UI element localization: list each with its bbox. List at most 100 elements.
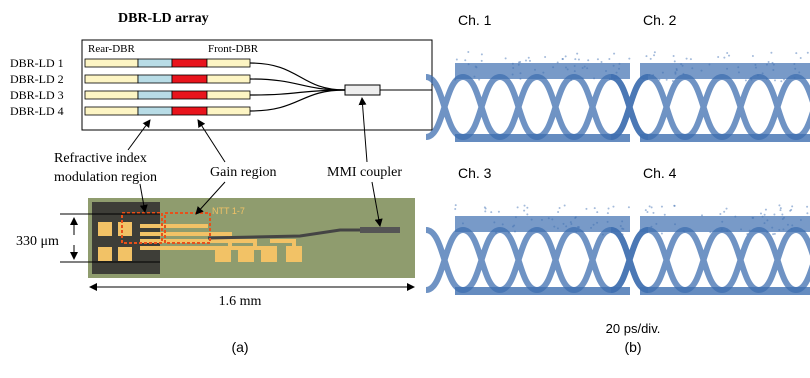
eye-band [455, 287, 630, 295]
noise [666, 79, 668, 81]
eye-trace [611, 77, 648, 137]
channel-label: Ch. 4 [643, 165, 677, 181]
noise [517, 206, 519, 208]
noise [585, 208, 587, 210]
noise [664, 214, 666, 216]
noise [781, 214, 783, 216]
caption-a: (a) [231, 339, 248, 355]
noise [745, 79, 747, 81]
noise [752, 55, 754, 57]
eye-trace [537, 230, 574, 290]
schematic: DBR-LD array Rear-DBR Front-DBR DBR-LD 1… [10, 11, 432, 130]
noise [612, 206, 614, 208]
eye-trace [722, 230, 759, 290]
noise [646, 211, 648, 213]
array-title: DBR-LD array [118, 11, 209, 26]
laser-section [85, 75, 138, 83]
eye-band [640, 63, 810, 79]
eye-trace [722, 77, 759, 137]
noise [661, 206, 663, 208]
eye-trace [796, 77, 810, 137]
noise [652, 212, 654, 214]
eye-trace [463, 77, 500, 137]
noise [608, 58, 610, 60]
noise [524, 205, 526, 207]
noise [528, 57, 530, 59]
laser-section [85, 59, 138, 67]
noise [578, 59, 580, 61]
noise [498, 211, 500, 213]
noise [597, 58, 599, 60]
noise [574, 58, 576, 60]
eye-trace [685, 230, 722, 290]
eye-diagrams: Ch. 1Ch. 2Ch. 3Ch. 4 [426, 12, 810, 295]
length-label: 1.6 mm [219, 294, 262, 309]
noise [564, 204, 566, 206]
ri-label: modulation region [54, 170, 157, 185]
noise [717, 56, 719, 58]
eye-trace [796, 230, 810, 290]
noise [726, 208, 728, 210]
caption-b: (b) [624, 339, 641, 355]
noise [806, 212, 808, 214]
laser-section [172, 91, 207, 99]
noise [529, 60, 531, 62]
noise [628, 206, 630, 208]
noise [719, 213, 721, 215]
noise [645, 209, 647, 211]
chip-photo: NTT 1-7 330 μm 1.6 mm [16, 198, 415, 309]
laser-section [85, 91, 138, 99]
eye-trace [500, 77, 537, 137]
eye-trace [648, 230, 685, 290]
laser-section [172, 107, 207, 115]
noise [526, 207, 528, 209]
eye-trace [685, 77, 722, 137]
laser-section [172, 75, 207, 83]
eye-trace [574, 77, 611, 137]
noise [467, 51, 469, 53]
noise [806, 206, 808, 208]
noise [481, 53, 483, 55]
noise [559, 207, 561, 209]
noise [523, 210, 525, 212]
noise [628, 58, 630, 60]
noise [557, 211, 559, 213]
noise [673, 55, 675, 57]
channel-label: Ch. 3 [458, 165, 492, 181]
time-scale: 20 ps/div. [606, 321, 661, 336]
laser-section [207, 59, 250, 67]
noise [773, 214, 775, 216]
noise [774, 233, 776, 235]
noise [795, 52, 797, 54]
eye-band [455, 134, 630, 142]
noise [651, 206, 653, 208]
mmi-photo [360, 227, 400, 233]
laser-label: DBR-LD 2 [10, 72, 64, 86]
noise [774, 79, 776, 81]
eye-trace [463, 230, 500, 290]
noise [760, 213, 762, 215]
noise [485, 208, 487, 210]
noise [645, 55, 647, 57]
noise [791, 205, 793, 207]
noise [764, 214, 766, 216]
noise [562, 58, 564, 60]
noise [780, 80, 782, 82]
noise [654, 51, 656, 53]
noise [649, 205, 651, 207]
laser-label: DBR-LD 4 [10, 104, 64, 118]
noise [686, 58, 688, 60]
eye-plot [611, 204, 810, 295]
eye-trace [574, 230, 611, 290]
noise [565, 55, 567, 57]
noise [772, 233, 774, 235]
front-label: Front-DBR [208, 43, 259, 55]
noise [661, 232, 663, 234]
laser-section [207, 107, 250, 115]
noise [596, 211, 598, 213]
noise [454, 208, 456, 210]
eye-trace [759, 230, 796, 290]
eye-plot [426, 204, 648, 295]
noise [723, 211, 725, 213]
laser-section [138, 107, 172, 115]
